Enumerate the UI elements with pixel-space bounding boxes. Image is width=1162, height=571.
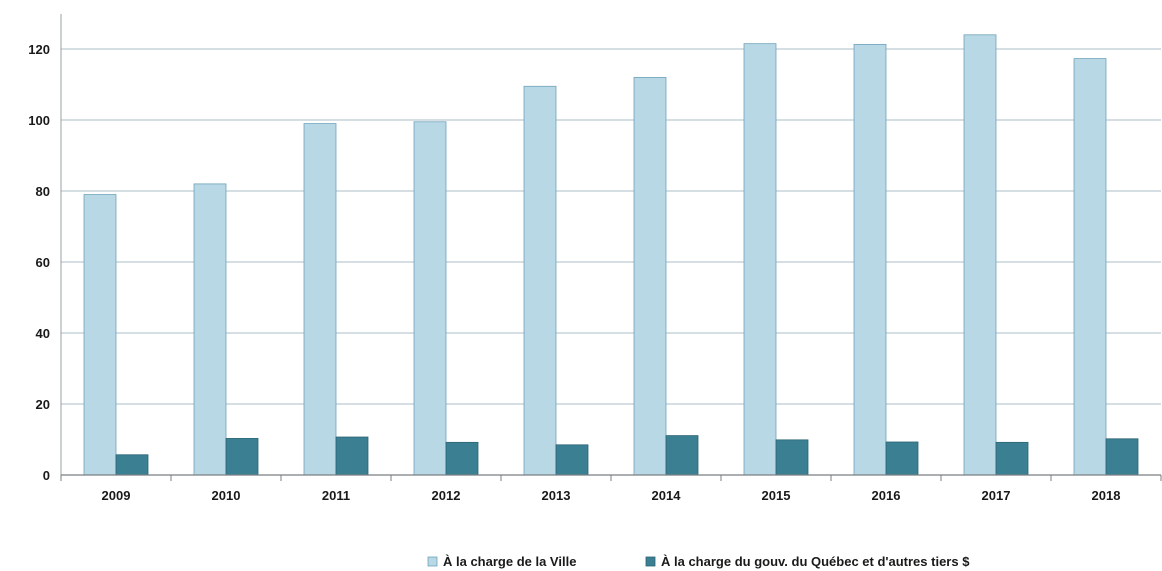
x-tick-label: 2015 bbox=[762, 488, 791, 503]
legend-swatch-ville bbox=[427, 556, 438, 567]
legend-swatch-gouv bbox=[645, 556, 656, 567]
bar-gouv-2012 bbox=[445, 441, 479, 476]
bar-ville-2012 bbox=[413, 121, 447, 476]
axes bbox=[60, 14, 1162, 481]
bar-gouv-2010 bbox=[225, 438, 259, 476]
legend: À la charge de la Ville À la charge du g… bbox=[427, 554, 970, 569]
y-tick-label: 40 bbox=[36, 326, 50, 341]
x-tick-label: 2014 bbox=[652, 488, 682, 503]
bar-ville-2013 bbox=[523, 85, 557, 476]
y-tick-label: 20 bbox=[36, 397, 50, 412]
bar-ville-2014 bbox=[633, 77, 667, 476]
bar-ville-2017 bbox=[963, 34, 997, 476]
x-tick-label: 2010 bbox=[212, 488, 241, 503]
bar-gouv-2011 bbox=[335, 436, 369, 476]
bar-ville-2010 bbox=[193, 183, 227, 476]
y-axis-ticks: 0 20 40 60 80 100 120 bbox=[28, 42, 50, 483]
bar-gouv-2018 bbox=[1105, 438, 1139, 476]
x-tick-label: 2012 bbox=[432, 488, 461, 503]
x-tick-label: 2011 bbox=[322, 488, 350, 503]
bar-ville-2011 bbox=[303, 123, 337, 476]
y-tick-label: 60 bbox=[36, 255, 50, 270]
bars bbox=[83, 34, 1139, 476]
bar-gouv-2014 bbox=[665, 435, 699, 476]
bar-ville-2015 bbox=[743, 43, 777, 476]
bar-gouv-2013 bbox=[555, 444, 589, 476]
x-tick-label: 2016 bbox=[872, 488, 901, 503]
x-tick-label: 2013 bbox=[542, 488, 571, 503]
legend-label-ville: À la charge de la Ville bbox=[443, 554, 576, 569]
bar-ville-2016 bbox=[853, 43, 887, 476]
x-tick-label: 2018 bbox=[1092, 488, 1121, 503]
y-tick-label: 100 bbox=[28, 113, 50, 128]
bar-gouv-2016 bbox=[885, 441, 919, 476]
x-tick-label: 2017 bbox=[982, 488, 1011, 503]
x-tick-label: 2009 bbox=[102, 488, 131, 503]
legend-label-gouv: À la charge du gouv. du Québec et d'autr… bbox=[661, 554, 970, 569]
y-tick-label: 120 bbox=[28, 42, 50, 57]
bar-ville-2018 bbox=[1073, 58, 1107, 476]
bar-gouv-2009 bbox=[115, 454, 149, 476]
bar-gouv-2015 bbox=[775, 439, 809, 476]
y-tick-label: 0 bbox=[43, 468, 50, 483]
x-axis-ticks: 2009 2010 2011 2012 2013 2014 2015 2016 2017 2018 bbox=[102, 488, 1121, 503]
bar-gouv-2017 bbox=[995, 441, 1029, 476]
bar-ville-2009 bbox=[83, 194, 117, 476]
y-tick-label: 80 bbox=[36, 184, 50, 199]
